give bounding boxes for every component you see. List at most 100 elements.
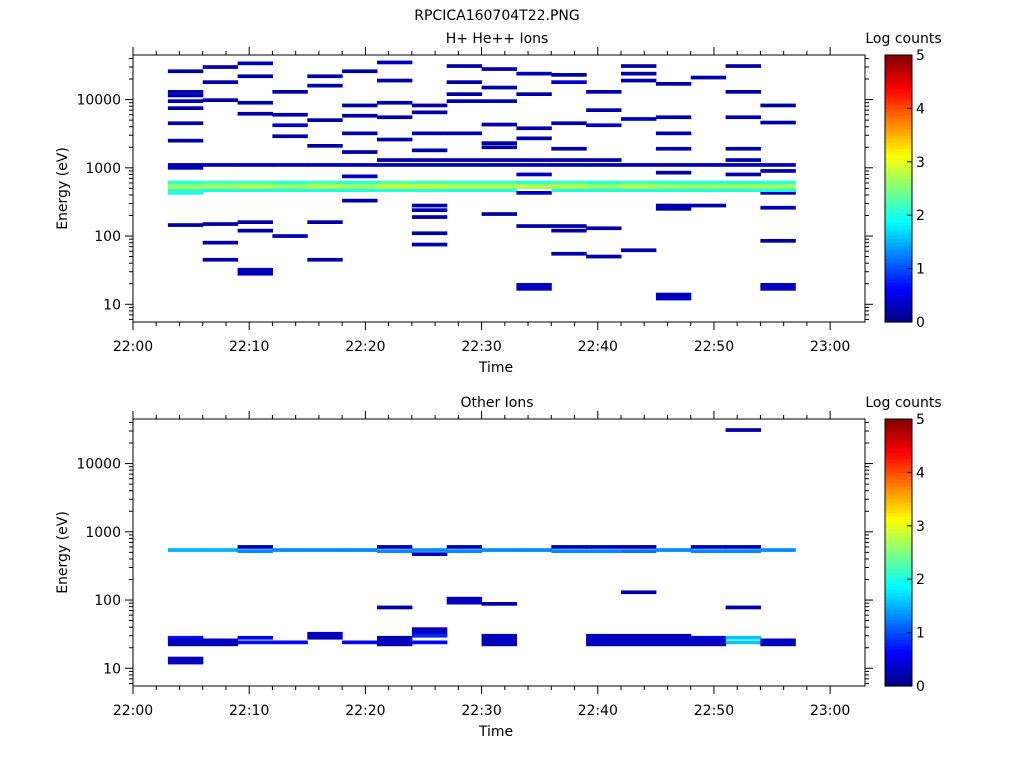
spectrogram-cell bbox=[760, 120, 796, 125]
spectrogram-cell bbox=[411, 627, 448, 635]
spectrogram-cell bbox=[342, 174, 378, 179]
spectrogram-cell bbox=[167, 138, 204, 143]
colorbar-segment bbox=[885, 308, 912, 313]
spectrogram-cell bbox=[621, 633, 657, 642]
colorbar-segment bbox=[885, 652, 912, 657]
spectrogram-cell bbox=[167, 166, 204, 170]
colorbar-segment bbox=[885, 281, 912, 286]
colorbar-segment bbox=[885, 61, 912, 66]
colorbar-segment bbox=[885, 301, 912, 306]
colorbar-segment bbox=[885, 288, 912, 293]
spectrogram-cell bbox=[586, 183, 622, 187]
colorbar-segment bbox=[885, 125, 912, 130]
spectrogram-cell bbox=[655, 638, 692, 647]
spectrogram-cell bbox=[725, 163, 761, 167]
spectrogram-cell bbox=[411, 148, 448, 153]
figure-title: RPCICA160704T22.PNG bbox=[414, 8, 579, 24]
spectrogram-cell bbox=[551, 180, 587, 185]
colorbar-tick-label: 4 bbox=[916, 101, 925, 117]
colorbar-tick-label: 4 bbox=[916, 465, 925, 481]
spectrogram-cell bbox=[655, 170, 692, 175]
spectrogram-cell bbox=[411, 188, 448, 192]
spectrogram-cell bbox=[690, 188, 727, 192]
spectrogram-cell bbox=[621, 188, 657, 192]
y-tick-label: 10 bbox=[103, 297, 121, 313]
colorbar-segment bbox=[885, 138, 912, 143]
colorbar-segment bbox=[885, 261, 912, 266]
colorbar-segment bbox=[885, 115, 912, 120]
colorbar-segment bbox=[885, 298, 912, 303]
spectrogram-cell bbox=[167, 99, 204, 103]
spectrogram-cell bbox=[725, 146, 761, 151]
spectrogram-cell bbox=[411, 548, 448, 552]
spectrogram-cell bbox=[237, 549, 273, 553]
spectrogram-cell bbox=[760, 638, 796, 647]
spectrogram-cell bbox=[516, 92, 552, 96]
y-tick-label: 10000 bbox=[76, 93, 121, 109]
y-tick-label: 1000 bbox=[85, 161, 121, 177]
colorbar-segment bbox=[885, 121, 912, 126]
spectrogram-cell bbox=[760, 205, 796, 210]
colorbar-segment bbox=[885, 659, 912, 664]
x-tick-label: 23:00 bbox=[810, 339, 850, 355]
x-tick-label: 22:20 bbox=[345, 703, 385, 719]
spectrogram-cell bbox=[481, 145, 517, 150]
spectrogram-cell bbox=[272, 123, 308, 128]
x-axis-label: Time bbox=[478, 724, 513, 740]
colorbar-segment bbox=[885, 565, 912, 570]
spectrogram-cell bbox=[411, 242, 448, 247]
spectrogram-cell bbox=[342, 69, 378, 74]
spectrogram-cell bbox=[551, 228, 587, 233]
colorbar-segment bbox=[885, 275, 912, 280]
spectrogram-cell bbox=[481, 180, 517, 185]
colorbar-segment bbox=[885, 562, 912, 567]
spectrogram-cell bbox=[237, 635, 273, 640]
spectrogram-cell bbox=[446, 596, 483, 605]
spectrogram-cell bbox=[516, 136, 552, 141]
spectrogram-cell bbox=[516, 224, 552, 228]
colorbar-segment bbox=[885, 111, 912, 116]
spectrogram-cell bbox=[411, 180, 448, 185]
spectrogram-cell bbox=[237, 100, 273, 105]
colorbar-segment bbox=[885, 198, 912, 203]
spectrogram-cell bbox=[342, 185, 378, 189]
spectrogram-cell bbox=[690, 185, 727, 189]
spectrogram-cell bbox=[272, 640, 308, 645]
colorbar-segment bbox=[885, 291, 912, 296]
colorbar-segment bbox=[885, 655, 912, 660]
colorbar-segment bbox=[885, 629, 912, 634]
spectrogram-cell bbox=[411, 158, 448, 162]
colorbar-tick-label: 0 bbox=[916, 679, 925, 695]
spectrogram-cell bbox=[725, 428, 761, 432]
x-tick-label: 22:00 bbox=[113, 703, 153, 719]
spectrogram-cell bbox=[760, 283, 796, 291]
spectrogram-cell bbox=[342, 103, 378, 108]
colorbar-segment bbox=[885, 622, 912, 627]
spectrogram-cell bbox=[760, 163, 796, 167]
spectrogram-cell bbox=[760, 103, 796, 108]
colorbar-segment bbox=[885, 238, 912, 243]
colorbar-tick-label: 5 bbox=[916, 412, 925, 428]
spectrogram-cell bbox=[377, 158, 413, 162]
spectrogram-cell bbox=[377, 185, 413, 189]
spectrogram-cell bbox=[655, 82, 692, 86]
spectrogram-cell bbox=[481, 183, 517, 187]
spectrogram-cell bbox=[655, 180, 692, 185]
colorbar-segment bbox=[885, 602, 912, 607]
colorbar-frame bbox=[884, 54, 913, 323]
spectrogram-cell bbox=[272, 163, 308, 167]
spectrogram-cell bbox=[725, 64, 761, 68]
colorbar-segment bbox=[885, 161, 912, 166]
spectrogram-cell bbox=[411, 215, 448, 219]
spectrogram-cell bbox=[586, 226, 622, 231]
spectrogram-cell bbox=[516, 180, 552, 185]
colorbar-segment bbox=[885, 165, 912, 170]
y-tick-label: 10 bbox=[103, 661, 121, 677]
x-tick-label: 22:50 bbox=[694, 703, 734, 719]
colorbar-segment bbox=[885, 445, 912, 450]
spectrogram-cell bbox=[655, 633, 692, 642]
spectrogram-cell bbox=[551, 73, 587, 77]
